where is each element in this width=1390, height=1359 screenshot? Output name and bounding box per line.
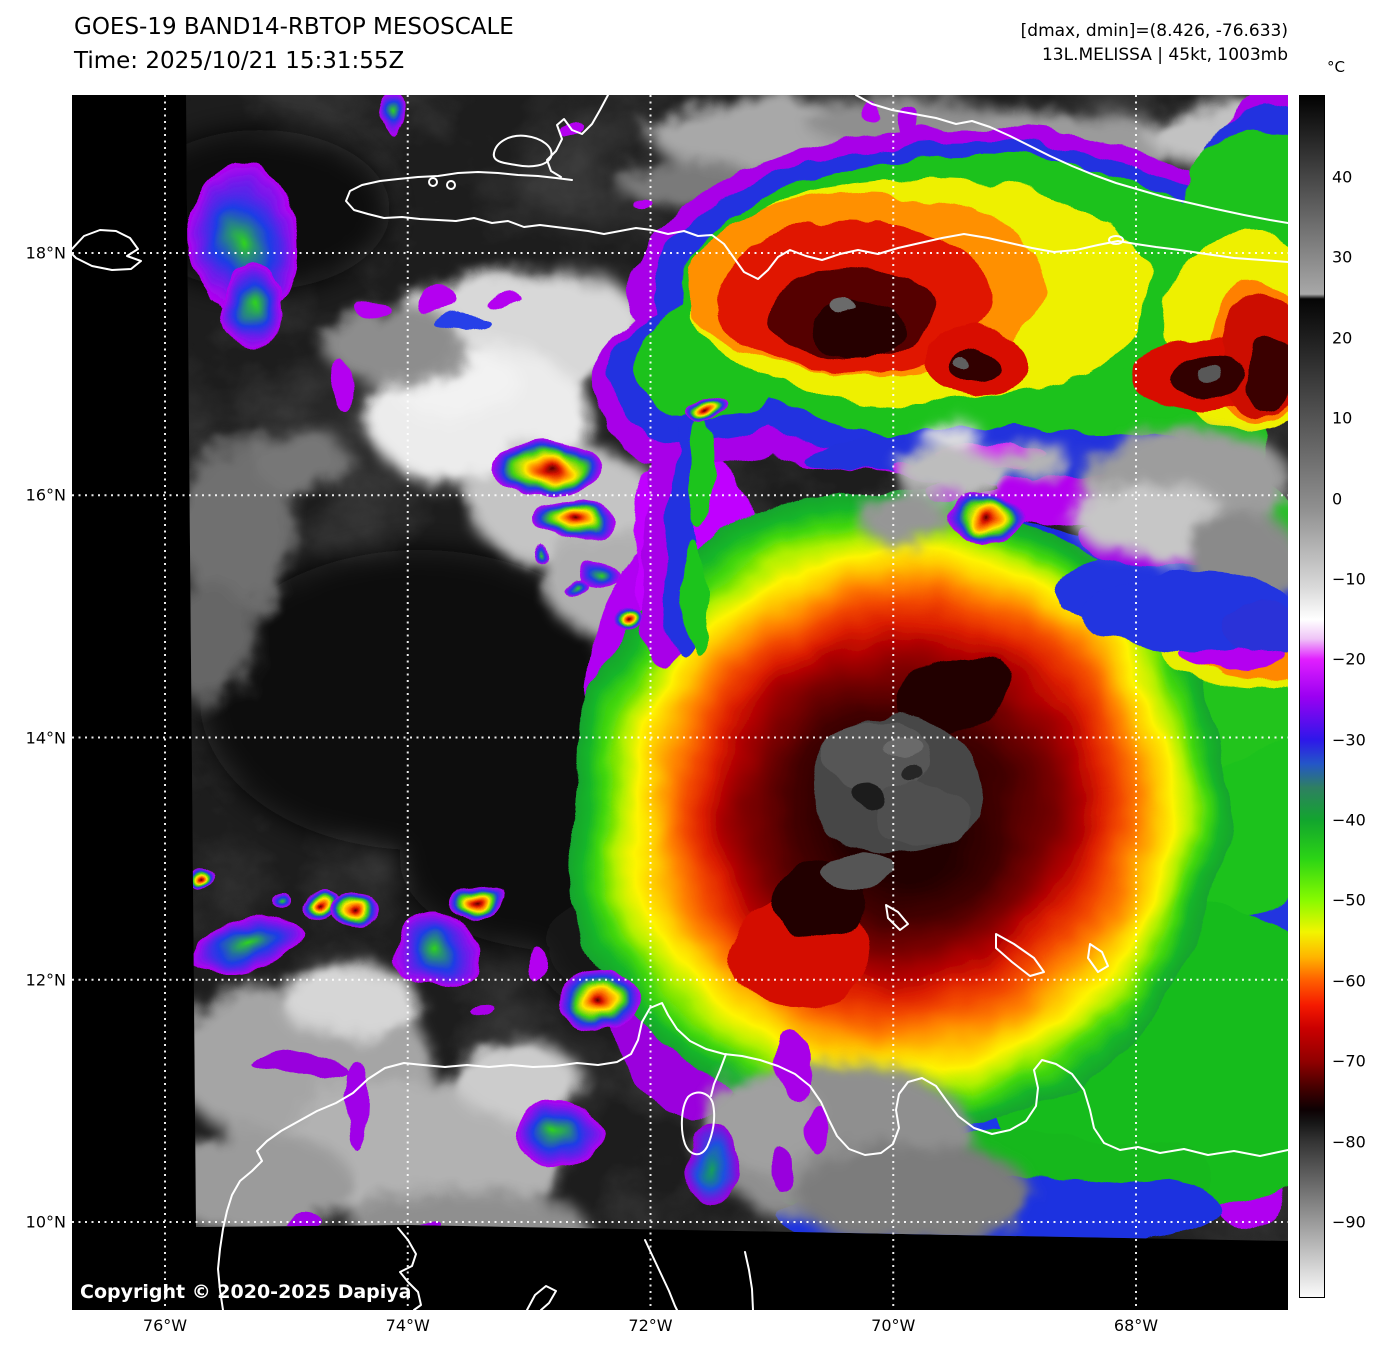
dmax-dmin-label: [dmax, dmin]=(8.426, -76.633) — [1020, 21, 1288, 41]
page-title: GOES-19 BAND14-RBTOP MESOSCALE — [74, 14, 514, 40]
northern-convective-band — [590, 95, 1288, 490]
coastline-lake-maracaibo — [680, 1091, 716, 1156]
colorbar-tick: 0 — [1332, 489, 1343, 509]
lon-tick-label: 68°W — [1113, 1316, 1159, 1335]
scattered-storm-cells — [188, 95, 1019, 1207]
purple-speckles — [252, 102, 1288, 1239]
colorbar-tick: −60 — [1332, 971, 1366, 991]
lon-tick-label: 76°W — [142, 1316, 188, 1335]
lat-tick-label: 18°N — [25, 243, 66, 263]
coastline-aruba — [885, 904, 909, 931]
coastline-cartagena-hook — [397, 1227, 422, 1310]
colorbar-tick: 20 — [1332, 328, 1353, 348]
lon-tick-label: 70°W — [871, 1316, 916, 1335]
coastline-south-america — [217, 1002, 1288, 1310]
colorbar-tick: 10 — [1332, 408, 1353, 428]
lat-tick-label: 14°N — [25, 728, 66, 747]
latlon-grid — [72, 95, 1288, 1310]
colorbar-tick: −10 — [1332, 569, 1366, 589]
coastline-islet-1 — [428, 177, 438, 187]
coastline-gulf-inner — [710, 1053, 727, 1097]
gray-overlay-clouds — [695, 420, 1288, 1241]
western-cold-strip — [639, 412, 720, 670]
coastline-magdalena — [526, 1285, 557, 1310]
map-plot: Copyright © 2020-2025 Dapiya — [72, 95, 1288, 1310]
coastline-gonave-island — [492, 134, 553, 168]
coastline-saona-islet — [1108, 235, 1124, 245]
colorbar-tick: −70 — [1332, 1051, 1366, 1071]
coastline-islet-2 — [446, 180, 456, 190]
coastline-bonaire — [1087, 943, 1109, 973]
coastlines — [72, 95, 1288, 1310]
lat-tick-label: 10°N — [25, 1212, 66, 1232]
colorbar-tick: 30 — [1332, 247, 1353, 267]
lat-tick-label: 12°N — [25, 970, 66, 990]
lat-tick-label: 16°N — [25, 485, 66, 505]
coastline-colombia-s2 — [744, 1251, 754, 1310]
coastline-hispaniola-north — [855, 95, 1288, 224]
colorbar-tick: −50 — [1332, 890, 1366, 910]
data-swath — [186, 95, 1288, 1241]
colorbar-tick: −90 — [1332, 1212, 1366, 1232]
coastline-curacao — [995, 933, 1045, 977]
copyright-label: Copyright © 2020-2025 Dapiya — [80, 1281, 412, 1303]
coastline-colombia-s1 — [644, 1239, 678, 1310]
colorbar — [1299, 95, 1325, 1298]
colorbar-unit-label: °C — [1327, 58, 1345, 76]
coastline-hispaniola-south — [345, 171, 1288, 280]
lon-tick-label: 74°W — [385, 1316, 430, 1335]
lon-tick-label: 72°W — [628, 1316, 673, 1335]
time-label: Time: 2025/10/21 15:31:55Z — [74, 48, 405, 74]
storm-info-label: 13L.MELISSA | 45kt, 1003mb — [1041, 45, 1288, 65]
coastline-jamaica — [72, 229, 142, 271]
colorbar-tick: 40 — [1332, 167, 1353, 187]
colorbar-tick: −30 — [1332, 730, 1366, 750]
satellite-image — [72, 95, 1288, 1310]
colorbar-tick: −80 — [1332, 1132, 1366, 1152]
hurricane-eye-gray-patch — [812, 716, 980, 887]
colorbar-tick: −20 — [1332, 649, 1366, 669]
colorbar-tick: −40 — [1332, 810, 1366, 830]
